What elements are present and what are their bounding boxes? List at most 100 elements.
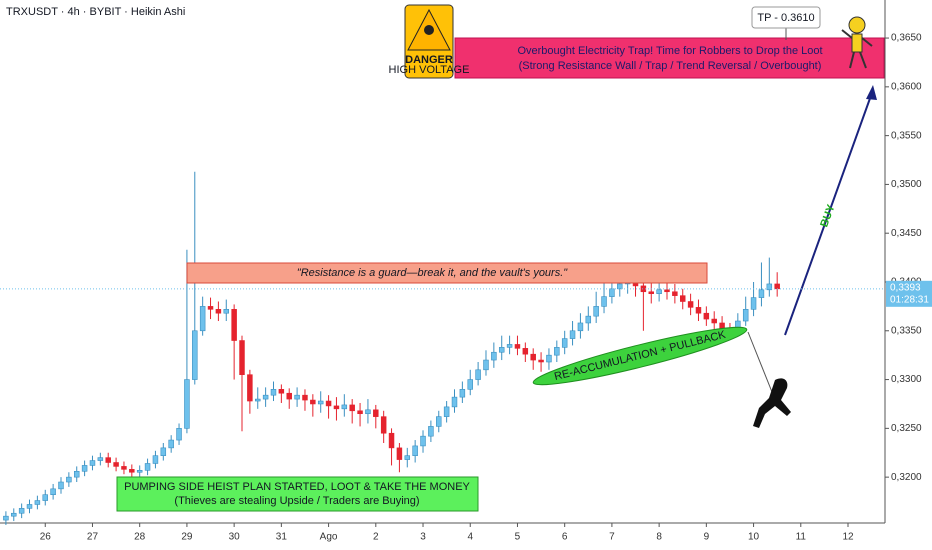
x-tick-label: 8 <box>656 532 662 543</box>
x-tick-label: 31 <box>276 532 288 543</box>
candle-body <box>695 307 702 314</box>
candle-body <box>81 465 88 472</box>
candle-body <box>750 297 757 310</box>
skeleton <box>841 16 873 69</box>
x-tick-label: 30 <box>229 532 241 543</box>
candle-body <box>231 309 237 341</box>
candle-body <box>451 396 458 408</box>
candle-body <box>66 476 72 483</box>
candle-body <box>223 309 230 314</box>
trap-box <box>454 37 885 79</box>
trap-text: Overbought Electricity Trap! Time for Ro… <box>517 45 822 57</box>
buy-arrowhead <box>866 85 877 100</box>
candle-body <box>160 447 167 456</box>
candle-body <box>262 394 269 400</box>
resistance-box <box>186 262 708 284</box>
candle-body <box>758 289 765 298</box>
chart-title: TRXUSDT · 4h · BYBIT · Heikin Ashi <box>6 6 185 18</box>
candle-body <box>286 392 292 400</box>
candle-body <box>711 318 717 324</box>
last-price-label: 0,3393 <box>890 282 921 293</box>
x-tick-label: 11 <box>796 532 807 543</box>
candle-body <box>365 409 371 415</box>
candle-body <box>514 344 521 349</box>
candle-body <box>617 283 623 290</box>
candle-body <box>679 295 686 302</box>
candle-body <box>144 463 151 471</box>
candle-body <box>388 432 395 449</box>
danger-figure <box>424 25 434 35</box>
candle-body <box>687 301 694 308</box>
candle-body <box>34 500 41 505</box>
candle-body <box>310 399 316 405</box>
candle-body <box>443 406 450 417</box>
candle-body <box>380 416 387 434</box>
candle-body <box>373 409 379 417</box>
skeleton-leg <box>859 51 867 69</box>
candle-body <box>506 344 513 348</box>
heist-box <box>116 476 479 512</box>
y-tick-label: 0,3550 <box>891 130 922 141</box>
candle-body <box>404 455 411 460</box>
candle-body <box>105 457 111 463</box>
x-tick-label: 5 <box>515 532 521 543</box>
candle-body <box>459 389 466 398</box>
candle-body <box>766 283 773 291</box>
candle-body <box>546 354 552 363</box>
danger-text: DANGER <box>405 54 453 66</box>
candle-body <box>207 306 214 310</box>
tp-box <box>751 6 821 29</box>
candle-body <box>176 428 182 441</box>
candle-body <box>483 359 489 371</box>
resistance-text: "Resistance is a guard—break it, and the… <box>297 267 568 279</box>
candle-body <box>436 416 442 427</box>
danger-subtext: HIGH VOLTAGE <box>389 64 470 76</box>
x-tick-label: 2 <box>373 532 379 543</box>
candle-body <box>184 379 190 429</box>
countdown-label: 01:28:31 <box>890 294 929 305</box>
rope <box>747 331 773 393</box>
candle-body <box>58 481 64 490</box>
candle-body <box>703 312 710 320</box>
skeleton-head <box>848 16 866 34</box>
candle-body <box>577 322 584 332</box>
candle-body <box>18 508 25 514</box>
x-tick-label: 27 <box>87 532 99 543</box>
candle-body <box>121 466 127 470</box>
y-tick-label: 0,3650 <box>891 33 922 44</box>
candle-body <box>475 369 481 380</box>
buy-arrow <box>784 89 874 336</box>
candle-body <box>73 470 80 478</box>
trap-text: (Strong Resistance Wall / Trap / Trend R… <box>519 60 822 72</box>
candle-body <box>152 455 159 464</box>
candle-body <box>412 445 418 456</box>
candle-body <box>593 306 599 317</box>
y-tick-label: 0,3600 <box>891 81 922 92</box>
candle-body <box>192 330 198 380</box>
candle-body <box>255 398 261 402</box>
candle-body <box>530 353 536 361</box>
candle-body <box>3 515 9 521</box>
y-tick-label: 0,3250 <box>891 423 922 434</box>
candle-body <box>294 394 300 400</box>
candle-body <box>491 351 497 361</box>
skeleton-arm <box>841 29 853 39</box>
candle-body <box>561 338 568 348</box>
candle-body <box>522 348 529 355</box>
y-tick-label: 0,3450 <box>891 228 922 239</box>
skeleton-leg <box>849 51 855 69</box>
skeleton-body <box>851 33 863 53</box>
candle-body <box>420 435 426 447</box>
x-tick-label: 9 <box>704 532 710 543</box>
candle-body <box>42 494 48 501</box>
candle-body <box>136 470 143 473</box>
x-tick-label: 6 <box>562 532 568 543</box>
candle-body <box>129 469 135 473</box>
y-tick-label: 0,3500 <box>891 179 922 190</box>
heist-text: (Thieves are stealing Upside / Traders a… <box>174 495 419 507</box>
candle-body <box>239 340 245 375</box>
x-tick-label: 3 <box>420 532 426 543</box>
x-tick-label: 10 <box>748 532 760 543</box>
last-price-badge <box>886 280 932 307</box>
y-tick-label: 0,3200 <box>891 472 922 483</box>
